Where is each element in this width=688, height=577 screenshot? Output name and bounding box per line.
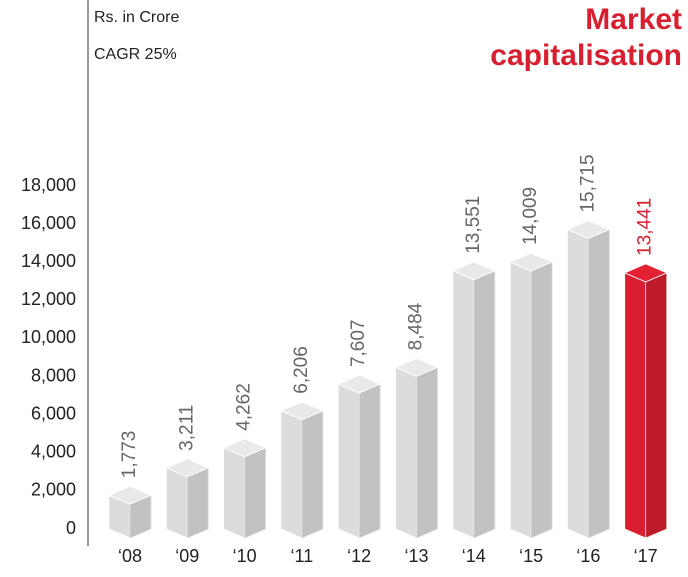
y-tick-label: 10,000 [21, 327, 76, 347]
bar [279, 401, 324, 539]
bar-front [452, 270, 475, 539]
bar [509, 252, 554, 539]
bar [394, 357, 439, 539]
bar-top [509, 252, 554, 272]
y-tick-label: 14,000 [21, 251, 76, 271]
bar-top [394, 357, 439, 377]
bar-side [473, 270, 496, 539]
bar-top [107, 485, 153, 505]
subtitle: CAGR 25% [94, 46, 177, 63]
x-tick-label: ‘10 [233, 546, 257, 566]
bar-side [588, 228, 610, 539]
x-tick-label: ‘12 [347, 546, 371, 566]
bar-side [301, 410, 324, 539]
value-label: 4,262 [234, 383, 255, 431]
x-tick-label: ‘11 [291, 546, 314, 566]
bar-front [509, 261, 532, 539]
subtitle: Rs. in Crore [94, 9, 179, 26]
bar [165, 458, 210, 539]
value-label: 8,484 [406, 302, 427, 350]
value-label: 1,773 [119, 431, 140, 479]
value-label: 3,211 [176, 405, 197, 451]
bar [222, 438, 267, 539]
bar [337, 374, 382, 539]
bar-side [186, 467, 209, 539]
bar-front [223, 447, 246, 539]
bar-top [566, 220, 611, 239]
value-label: 14,009 [520, 187, 541, 245]
bar-side [530, 261, 553, 539]
x-tick-label: ‘08 [118, 546, 142, 566]
value-label: 13,441 [635, 198, 656, 256]
x-tick-label: ‘16 [576, 546, 600, 566]
x-tick-label: ‘14 [462, 546, 486, 566]
bar-front [280, 410, 303, 539]
bar [566, 220, 611, 539]
bar-front [395, 366, 417, 539]
bar [107, 485, 153, 539]
chart-title: Market capitalisation [490, 3, 682, 72]
x-tick-label: ‘09 [175, 546, 199, 566]
y-tick-label: 12,000 [21, 289, 76, 309]
x-tick-label: ‘15 [519, 546, 543, 566]
y-tick-label: 0 [66, 518, 76, 538]
bar-top [279, 401, 324, 421]
x-tick-label: ‘17 [634, 546, 658, 566]
y-tick-label: 18,000 [21, 175, 76, 195]
bar-front [337, 383, 360, 539]
y-tick-label: 4,000 [31, 442, 76, 462]
x-tick-label: ‘13 [404, 546, 428, 566]
value-label: 6,206 [291, 346, 312, 394]
value-label: 13,551 [463, 196, 484, 254]
y-tick-label: 8,000 [31, 365, 76, 385]
bar-front [165, 467, 188, 539]
bar [623, 263, 668, 539]
bar-side [244, 447, 267, 539]
bar-side [416, 366, 438, 539]
value-label: 15,715 [577, 154, 598, 212]
value-label: 7,607 [348, 319, 369, 367]
y-tick-label: 6,000 [31, 403, 76, 423]
bar-top [222, 438, 267, 458]
bar-side [358, 383, 381, 539]
y-tick-label: 2,000 [31, 480, 76, 500]
bar-top [451, 261, 496, 281]
bar-side [645, 272, 668, 539]
bar-top [337, 374, 382, 394]
bar-front [567, 228, 589, 539]
bar-top [165, 458, 210, 478]
bar [451, 261, 496, 539]
bar-front [624, 272, 647, 539]
y-tick-label: 16,000 [21, 213, 76, 233]
bar-top [623, 263, 668, 283]
